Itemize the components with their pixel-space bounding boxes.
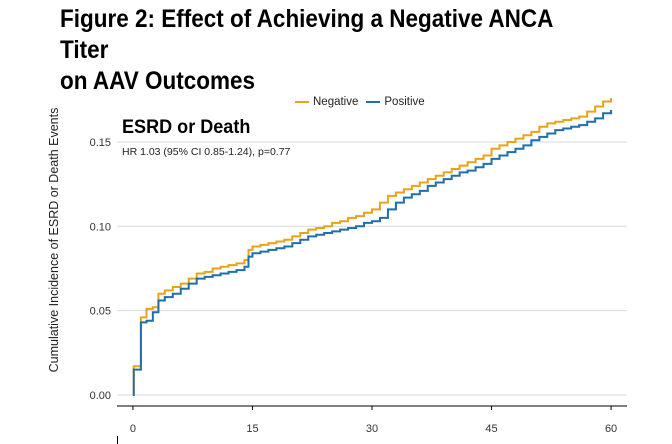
x-tick-label: 60 xyxy=(605,423,617,435)
x-tick-label: 0 xyxy=(130,423,136,435)
y-tick-label: 0.00 xyxy=(90,390,111,402)
legend-label-positive: Positive xyxy=(384,96,425,108)
y-axis-label: Cumulative Incidence of ESRD or Death Ev… xyxy=(47,107,61,373)
figure-title: Figure 2: Effect of Achieving a Negative… xyxy=(60,4,600,97)
figure-title-line2: on AAV Outcomes xyxy=(60,67,256,95)
panel-annotation-title: ESRD or Death xyxy=(122,117,251,138)
legend-key-positive xyxy=(366,101,381,103)
panel-annotation-stats: HR 1.03 (95% CI 0.85-1.24), p=0.77 xyxy=(122,146,291,158)
y-tick-label: 0.10 xyxy=(90,221,111,233)
x-tick-label: 45 xyxy=(485,423,497,435)
y-tick-label: 0.05 xyxy=(90,306,111,318)
series-line-negative xyxy=(132,98,613,396)
x-tick-label: 15 xyxy=(246,423,258,435)
crop-edge-mark xyxy=(117,436,118,444)
legend-key-negative xyxy=(295,101,309,103)
legend-item-positive: Positive xyxy=(366,96,425,108)
series-line-positive xyxy=(132,109,613,396)
legend-item-negative: Negative xyxy=(295,96,358,108)
figure-title-line1: Figure 2: Effect of Achieving a Negative… xyxy=(60,5,553,64)
legend: Negative Positive xyxy=(295,96,425,108)
y-tick-label: 0.15 xyxy=(90,137,111,149)
x-tick-label: 30 xyxy=(366,423,378,435)
legend-label-negative: Negative xyxy=(313,96,359,108)
